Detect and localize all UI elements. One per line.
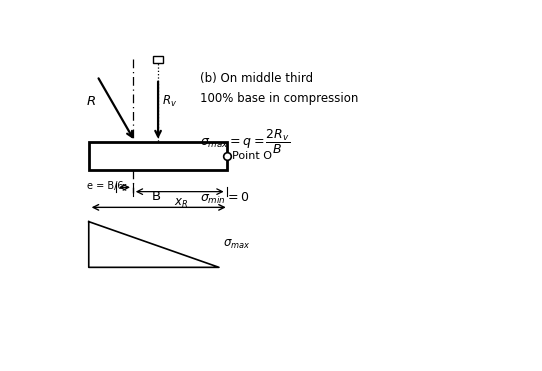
- Text: $x_R$: $x_R$: [174, 197, 188, 210]
- Text: $R_v$: $R_v$: [162, 94, 177, 109]
- Text: Point O: Point O: [233, 151, 273, 161]
- Text: e = B/6: e = B/6: [87, 181, 123, 191]
- Text: (b) On middle third: (b) On middle third: [200, 72, 313, 85]
- Bar: [89, 142, 228, 170]
- Text: 100% base in compression: 100% base in compression: [200, 92, 358, 105]
- Text: $\sigma_{max} = q = \dfrac{2R_v}{B}$: $\sigma_{max} = q = \dfrac{2R_v}{B}$: [200, 128, 290, 156]
- Text: R: R: [86, 95, 95, 108]
- Text: B: B: [151, 190, 160, 203]
- Bar: [153, 56, 163, 63]
- Text: $\sigma_{max}$: $\sigma_{max}$: [223, 238, 250, 251]
- Text: $\sigma_{min} = 0$: $\sigma_{min} = 0$: [200, 191, 249, 206]
